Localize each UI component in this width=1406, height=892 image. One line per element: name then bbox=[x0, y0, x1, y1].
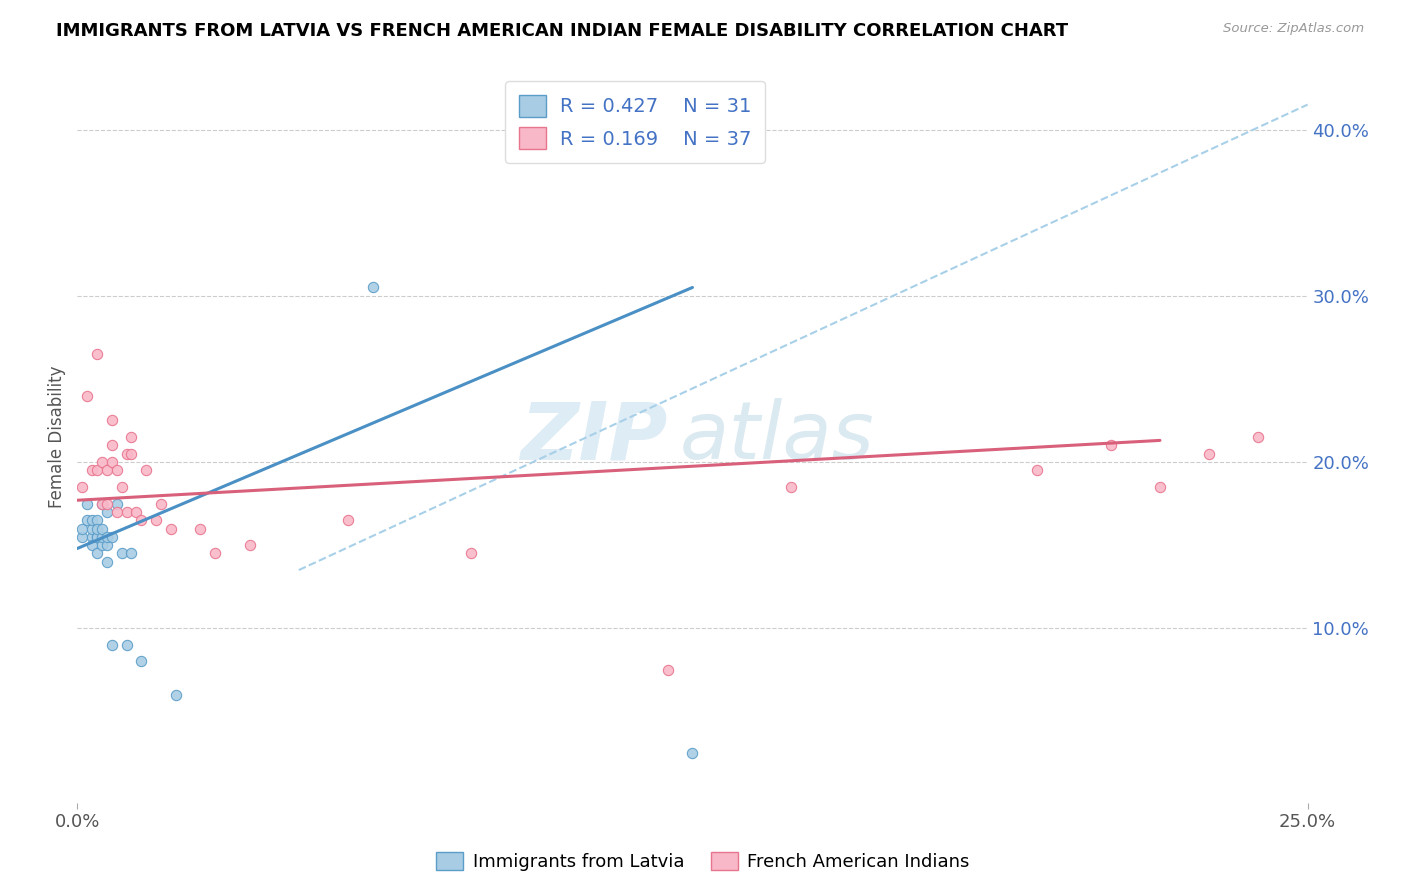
Point bbox=[1026, 463, 1049, 477]
Point bbox=[361, 280, 384, 294]
Point bbox=[121, 430, 143, 444]
Point bbox=[337, 513, 360, 527]
Point bbox=[76, 513, 98, 527]
Point bbox=[111, 546, 132, 560]
Text: ZIP: ZIP bbox=[520, 398, 668, 476]
Point bbox=[86, 521, 108, 535]
Point bbox=[131, 655, 153, 669]
Point bbox=[160, 521, 183, 535]
Point bbox=[90, 538, 114, 552]
Legend: R = 0.427    N = 31, R = 0.169    N = 37: R = 0.427 N = 31, R = 0.169 N = 37 bbox=[505, 81, 765, 163]
Point bbox=[70, 480, 93, 494]
Point bbox=[1099, 438, 1122, 452]
Point bbox=[190, 521, 212, 535]
Point bbox=[82, 521, 104, 535]
Point bbox=[76, 497, 98, 511]
Point bbox=[101, 455, 124, 469]
Point bbox=[86, 530, 108, 544]
Point bbox=[70, 521, 93, 535]
Point bbox=[121, 447, 143, 461]
Text: Source: ZipAtlas.com: Source: ZipAtlas.com bbox=[1223, 22, 1364, 36]
Point bbox=[115, 638, 138, 652]
Point bbox=[101, 413, 124, 427]
Point bbox=[101, 530, 124, 544]
Point bbox=[105, 497, 128, 511]
Point bbox=[460, 546, 482, 560]
Point bbox=[1247, 430, 1270, 444]
Point bbox=[96, 463, 118, 477]
Point bbox=[135, 463, 157, 477]
Point bbox=[657, 663, 679, 677]
Point bbox=[90, 497, 114, 511]
Point bbox=[96, 555, 118, 569]
Point bbox=[90, 521, 114, 535]
Point bbox=[96, 538, 118, 552]
Point bbox=[82, 463, 104, 477]
Point bbox=[96, 530, 118, 544]
Point bbox=[86, 347, 108, 361]
Point bbox=[86, 463, 108, 477]
Text: atlas: atlas bbox=[681, 398, 875, 476]
Point bbox=[125, 505, 148, 519]
Point bbox=[204, 546, 226, 560]
Point bbox=[115, 447, 138, 461]
Point bbox=[105, 463, 128, 477]
Text: IMMIGRANTS FROM LATVIA VS FRENCH AMERICAN INDIAN FEMALE DISABILITY CORRELATION C: IMMIGRANTS FROM LATVIA VS FRENCH AMERICA… bbox=[56, 22, 1069, 40]
Legend: Immigrants from Latvia, French American Indians: Immigrants from Latvia, French American … bbox=[429, 845, 977, 879]
Point bbox=[90, 497, 114, 511]
Point bbox=[70, 530, 93, 544]
Point bbox=[115, 505, 138, 519]
Y-axis label: Female Disability: Female Disability bbox=[48, 366, 66, 508]
Point bbox=[111, 480, 132, 494]
Point bbox=[90, 455, 114, 469]
Point bbox=[82, 513, 104, 527]
Point bbox=[165, 688, 187, 702]
Point bbox=[121, 546, 143, 560]
Point bbox=[96, 497, 118, 511]
Point bbox=[239, 538, 262, 552]
Point bbox=[82, 538, 104, 552]
Point bbox=[1149, 480, 1171, 494]
Point bbox=[96, 505, 118, 519]
Point bbox=[90, 530, 114, 544]
Point bbox=[101, 438, 124, 452]
Point bbox=[86, 513, 108, 527]
Point bbox=[780, 480, 803, 494]
Point bbox=[86, 546, 108, 560]
Point bbox=[101, 638, 124, 652]
Point bbox=[145, 513, 167, 527]
Point bbox=[86, 530, 108, 544]
Point bbox=[82, 530, 104, 544]
Point bbox=[150, 497, 173, 511]
Point bbox=[76, 388, 98, 402]
Point bbox=[682, 746, 704, 760]
Point bbox=[1198, 447, 1220, 461]
Point bbox=[131, 513, 153, 527]
Point bbox=[105, 505, 128, 519]
